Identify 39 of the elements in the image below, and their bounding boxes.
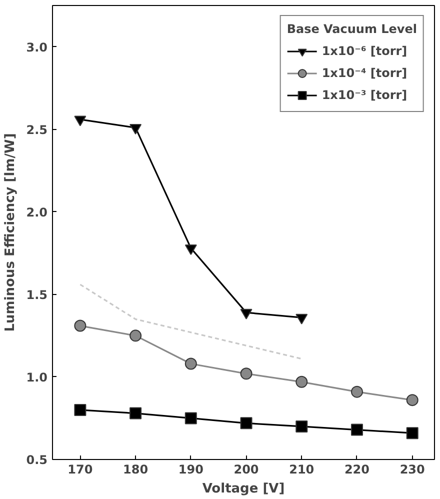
point [240,308,252,320]
point [130,407,142,420]
point [350,386,363,398]
legend-label: 1x10⁻⁶ [torr] [322,44,408,58]
y-axis-title: Luminous Efficiency [lm/W] [3,133,18,332]
point [296,376,308,388]
x-tick-label: 210 [289,462,314,476]
point [74,116,86,126]
point [74,320,86,332]
point [130,124,142,135]
x-tick-label: 230 [400,462,425,476]
x-tick-label: 170 [68,462,93,476]
point [130,330,142,342]
point [240,417,252,430]
point [184,244,197,256]
line-series [79,284,302,360]
point [184,412,197,424]
y-tick-label: 0.5 [26,453,48,467]
x-tick-label: 220 [344,462,370,476]
y-tick-label: 3.0 [26,40,48,54]
point [350,424,363,436]
point [406,427,418,440]
x-axis-title: Voltage [V] [202,482,285,496]
point [406,394,418,406]
point [240,368,252,380]
point [296,314,308,324]
legend-label: 1x10⁻⁴ [torr] [322,66,408,80]
legend-title: Base Vacuum Level [286,22,417,36]
y-tick-label: 2.0 [26,205,48,220]
x-tick-label: 190 [178,462,204,476]
x-tick-label: 200 [234,462,259,476]
y-tick-label: 1.0 [26,370,48,384]
point [296,420,308,432]
point [74,404,86,416]
point [184,358,197,370]
y-tick-label: 1.5 [26,288,48,302]
y-tick-label: 2.5 [26,122,48,137]
x-tick-label: 180 [123,462,148,476]
legend-label: 1x10⁻³ [torr] [322,88,408,102]
